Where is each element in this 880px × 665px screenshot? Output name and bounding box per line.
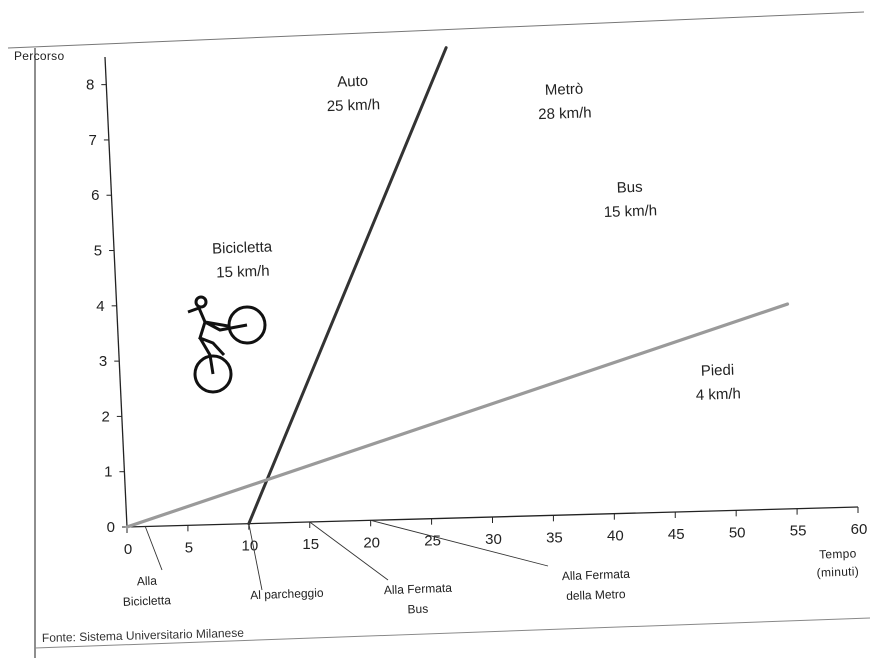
page-frame-bottom bbox=[34, 617, 871, 649]
x-tick-label: 5 bbox=[185, 539, 193, 556]
callout-label: Alla Fermata bbox=[562, 567, 631, 583]
callout: Alla Fermata della Metro bbox=[370, 519, 631, 603]
page-frame-top bbox=[7, 11, 865, 49]
x-axis-label: Tempo bbox=[819, 546, 857, 561]
speed-annotation: Auto 25 km/h bbox=[327, 73, 381, 115]
y-tick-label: 1 bbox=[104, 464, 112, 481]
x-tick-label: 45 bbox=[668, 526, 685, 543]
y-tick-label: 6 bbox=[91, 187, 99, 204]
annotation-line: 25 km/h bbox=[327, 96, 381, 115]
source-note: Fonte: Sistema Universitario Milanese bbox=[42, 626, 245, 645]
series-line bbox=[247, 46, 448, 526]
annotation-line: Metrò bbox=[545, 81, 584, 99]
series-line bbox=[125, 302, 790, 529]
speed-annotation: Piedi 4 km/h bbox=[696, 362, 742, 404]
y-tick-label: 5 bbox=[94, 243, 102, 260]
x-tick-label: 20 bbox=[363, 534, 380, 551]
annotation-line: 4 km/h bbox=[696, 385, 742, 404]
y-tick-label: 4 bbox=[96, 298, 104, 315]
annotation-line: Bicicletta bbox=[212, 238, 273, 257]
annotation-line: 15 km/h bbox=[216, 263, 270, 282]
x-tick-label: 55 bbox=[790, 523, 807, 540]
x-tick-label: 50 bbox=[729, 524, 746, 541]
y-axis-label: Percorso bbox=[14, 49, 64, 63]
speed-annotation: Bus 15 km/h bbox=[604, 179, 658, 221]
callout: Al parcheggio bbox=[248, 523, 324, 603]
x-tick-label: 15 bbox=[302, 536, 319, 553]
callout-label: Alla bbox=[137, 574, 158, 589]
y-tick-label: 8 bbox=[86, 77, 94, 94]
x-tick-label: 40 bbox=[607, 528, 624, 545]
annotation-line: Auto bbox=[337, 73, 368, 91]
y-tick-label: 3 bbox=[99, 353, 107, 370]
y-axis bbox=[104, 56, 128, 528]
callout-label: Alla Fermata bbox=[384, 581, 453, 597]
x-tick-label: 60 bbox=[851, 521, 868, 538]
callout-label: Bus bbox=[407, 602, 428, 617]
callout-label: Al parcheggio bbox=[250, 586, 324, 603]
annotation-line: Piedi bbox=[701, 362, 735, 380]
callout-label: Bicicletta bbox=[123, 593, 172, 609]
annotation-line: 28 km/h bbox=[538, 104, 592, 123]
callout-leader bbox=[144, 526, 163, 571]
speed-annotation: Bicicletta 15 km/h bbox=[212, 238, 273, 282]
callout-leader bbox=[370, 519, 549, 567]
callout-leader bbox=[309, 521, 389, 581]
callout: Alla Fermata Bus bbox=[309, 521, 453, 617]
x-tick-label: 35 bbox=[546, 529, 563, 546]
callout-label: della Metro bbox=[566, 587, 626, 603]
speed-annotation: Metrò 28 km/h bbox=[538, 81, 592, 124]
callout: Alla Bicicletta bbox=[123, 526, 172, 609]
annotation-line: 15 km/h bbox=[604, 202, 658, 221]
cyclist-icon bbox=[187, 295, 267, 394]
y-tick-label: 7 bbox=[89, 132, 97, 149]
x-axis-label: (minuti) bbox=[816, 564, 859, 579]
x-tick-label: 30 bbox=[485, 531, 502, 548]
callout-leader bbox=[248, 523, 263, 591]
x-tick-label: 0 bbox=[124, 541, 132, 558]
x-tick-label: 10 bbox=[241, 538, 258, 555]
y-tick-label: 2 bbox=[101, 408, 109, 425]
y-tick-label: 0 bbox=[107, 519, 115, 536]
annotation-line: Bus bbox=[616, 179, 642, 197]
